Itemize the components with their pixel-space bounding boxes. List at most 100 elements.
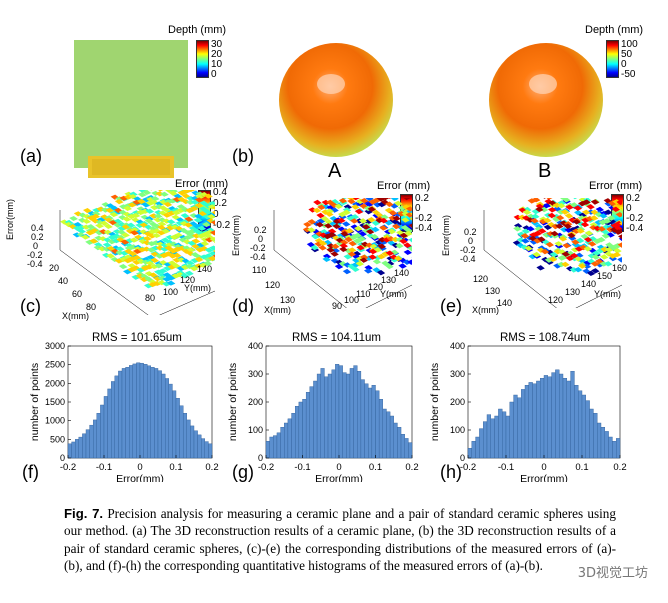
surface-facet [384, 229, 393, 235]
histogram-bar [89, 424, 94, 459]
surface-facet [565, 255, 574, 261]
surface-facet [564, 227, 573, 233]
histogram-bar [175, 398, 180, 459]
colorbar-title-err-d: Error (mm) [377, 180, 431, 192]
histogram-bar [168, 383, 173, 459]
surface-facet [207, 214, 215, 220]
panel-label-b: (b) [232, 146, 254, 166]
surface-facet [164, 242, 174, 248]
surface-facet [387, 228, 396, 235]
surface-facet [193, 217, 203, 223]
surface-facet [113, 218, 123, 224]
surface-facet [600, 254, 609, 260]
histogram-bar [197, 434, 202, 459]
surface-facet [613, 248, 622, 254]
surface-facet [584, 236, 593, 243]
surface-facet [197, 225, 207, 231]
figure-caption: Fig. 7. Precision analysis for measuring… [64, 505, 616, 575]
surface-facet [367, 217, 376, 223]
colorbar-tick: 0 [211, 69, 217, 80]
surface-facet [303, 221, 312, 228]
surface-facet [165, 234, 175, 240]
surface-ztick: -0.4 [27, 259, 43, 269]
surface-facet [166, 225, 175, 231]
histogram-bar [150, 367, 155, 459]
surface-facet [131, 212, 141, 218]
surface-facet [364, 265, 373, 271]
surface-facet [608, 253, 617, 259]
surface-facet [578, 263, 587, 269]
histogram-bar [570, 371, 575, 459]
histogram-bar [110, 381, 115, 459]
surface-facet [154, 269, 163, 275]
surface-facet [163, 265, 172, 272]
surface-facet [590, 261, 600, 267]
figure-label: Fig. 7. [64, 506, 104, 521]
histogram-bar [118, 370, 123, 459]
panel-label-a: (a) [20, 146, 42, 166]
surface-facet [208, 251, 215, 257]
histogram-bar [313, 380, 318, 459]
surface-facet [356, 244, 365, 251]
y-tick-label: 400 [450, 341, 465, 351]
y-tick-label: 1500 [45, 397, 65, 407]
surface-facet [307, 227, 316, 233]
histogram-bar [589, 408, 594, 459]
surface-facet [120, 250, 129, 256]
axis-box [59, 249, 215, 315]
surface-facet [198, 211, 207, 217]
surface-facet [385, 201, 394, 207]
surface-facet [344, 236, 353, 243]
surface-facet [561, 261, 570, 268]
histogram-bar [284, 422, 289, 459]
y-tick-label: 0 [460, 453, 465, 463]
histogram-title-h: RMS = 108.74um [500, 332, 590, 344]
histogram-bar [360, 379, 365, 459]
surface-ytick: 110 [356, 289, 371, 299]
colorbar-tick: -0.4 [626, 223, 644, 234]
surface-facet [598, 219, 607, 226]
surface-facet [190, 258, 200, 264]
surface-facet [148, 282, 157, 288]
surface-facet [176, 207, 186, 213]
surface-facet [397, 211, 406, 217]
y-tick-label: 300 [450, 369, 465, 379]
surface-facet [97, 246, 107, 252]
histogram-bar [269, 436, 274, 459]
surface-xlabel: X(mm) [264, 305, 291, 315]
histogram-bar [524, 385, 529, 459]
surface-facet [117, 225, 127, 232]
surface-facet [395, 243, 404, 249]
surface-facet [124, 245, 134, 251]
surface-xtick: 130 [485, 286, 501, 296]
sphere-label-b: B [538, 160, 552, 182]
surface-facet [198, 262, 208, 268]
colorbar-tick: 10 [211, 59, 223, 70]
colorbar-tick: 0 [621, 59, 627, 70]
histogram-bar [273, 435, 278, 459]
x-tick-label: -0.2 [60, 462, 76, 473]
surface-facet [553, 249, 562, 255]
colorbar-tick: -0.2 [213, 220, 231, 231]
surface-facet [537, 236, 546, 242]
surface-facet [180, 213, 190, 219]
surface-facet [520, 233, 530, 239]
surface-facet [145, 208, 155, 214]
surface-facet [386, 260, 395, 267]
surface-facet [144, 283, 153, 289]
surface-facet [114, 258, 124, 264]
surface-facet [307, 219, 316, 225]
y-tick-label: 500 [50, 434, 65, 444]
surface-facet [91, 213, 101, 219]
surface-facet [194, 256, 204, 262]
histogram-bar [600, 426, 605, 459]
surface-facet [102, 242, 112, 248]
surface-facet [581, 217, 590, 223]
surface-facet [106, 253, 115, 259]
surface-facet [322, 256, 331, 263]
surface-facet [127, 214, 136, 220]
surface-facet [209, 236, 215, 243]
histogram-bar [335, 364, 340, 459]
surface-xtick: 20 [49, 263, 60, 273]
x-axis-label: Error(mm) [116, 473, 164, 482]
